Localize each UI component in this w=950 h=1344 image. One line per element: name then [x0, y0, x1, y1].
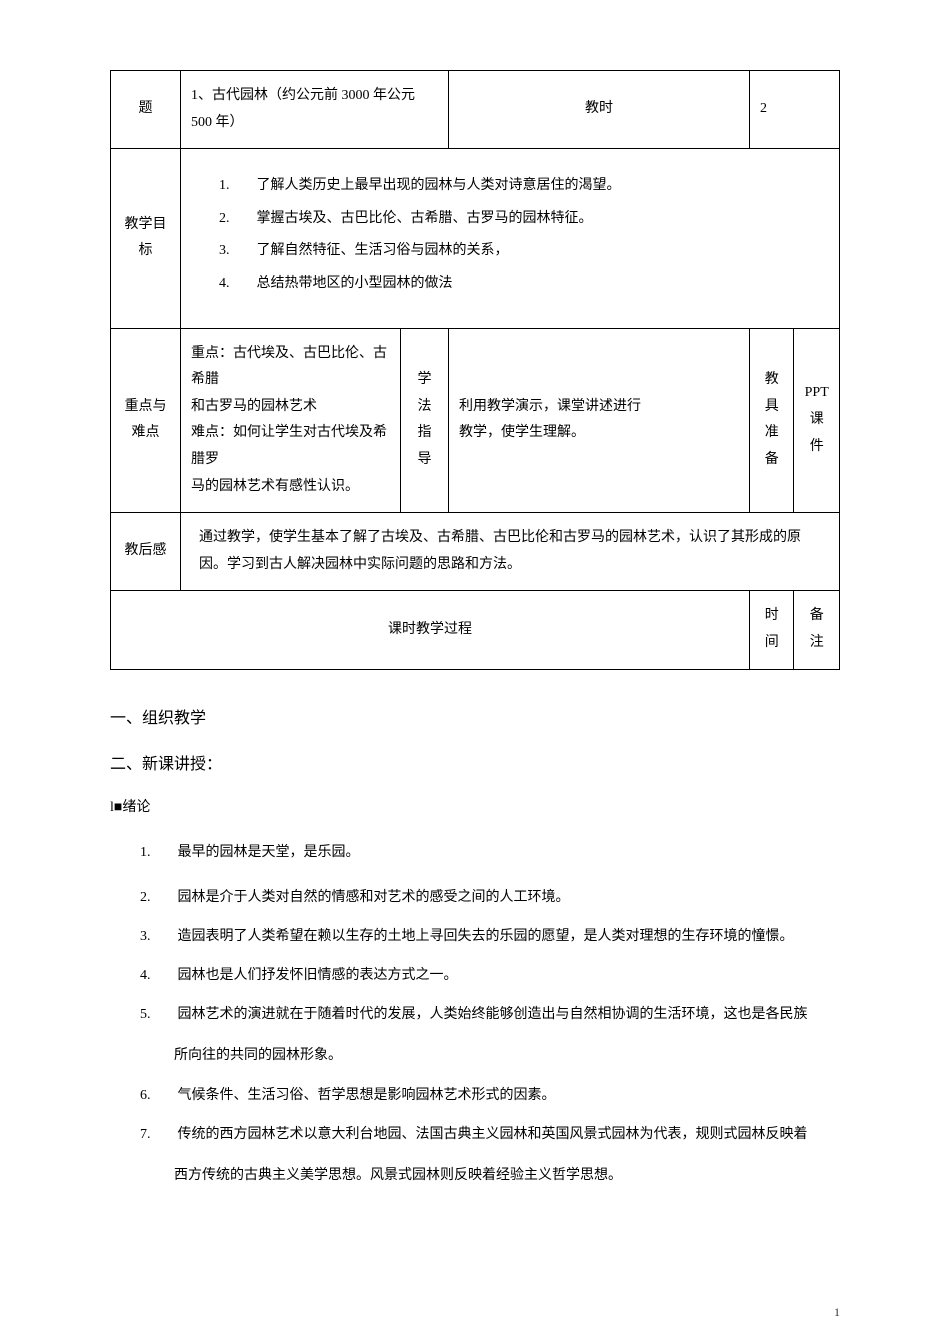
keypoints-label-l1: 重点与 — [121, 394, 170, 421]
list-text: 气候条件、生活习俗、哲学思想是影响园林艺术形式的因素。 — [178, 1088, 556, 1103]
objective-text: 了解人类历史上最早出现的园林与人类对诗意居住的渴望。 — [257, 178, 621, 193]
list-text: 最早的园林是天堂，是乐园。 — [178, 845, 360, 860]
table-row-objectives: 教学目 标 1. 了解人类历史上最早出现的园林与人类对诗意居住的渴望。 2. 掌… — [111, 149, 840, 328]
keypoints-cell: 重点：古代埃及、古巴比伦、古希腊 和古罗马的园林艺术 难点：如何让学生对古代埃及… — [181, 328, 401, 513]
method-text-cell: 利用教学演示，课堂讲述进行 教学，使学生理解。 — [449, 328, 750, 513]
reflection-l1: 通过教学，使学生基本了解了古埃及、古希腊、古巴比伦和古罗马的园林艺术，认识了其形… — [199, 525, 829, 552]
keypoint-l2: 和古罗马的园林艺术 — [191, 394, 390, 421]
objective-num: 3. — [219, 238, 253, 265]
method-label-l1: 学法 — [411, 367, 438, 420]
list-item: 6. 气候条件、生活习俗、哲学思想是影响园林艺术形式的因素。 — [140, 1083, 840, 1108]
objective-item: 1. 了解人类历史上最早出现的园林与人类对诗意居住的渴望。 — [219, 173, 821, 200]
note-label-cell: 备注 — [794, 591, 840, 669]
list-text-cont: 西方传统的古典主义美学思想。风景式园林则反映着经验主义哲学思想。 — [174, 1163, 840, 1188]
page-number: 1 — [834, 1305, 840, 1320]
process-label-cell: 课时教学过程 — [111, 591, 750, 669]
list-num: 7. — [140, 1122, 174, 1147]
list-text-cont: 所向往的共同的园林形象。 — [174, 1043, 840, 1068]
time-label-cell: 时间 — [750, 591, 794, 669]
hours-value-cell: 2 — [750, 71, 840, 149]
list-item: 1. 最早的园林是天堂，是乐园。 — [140, 840, 840, 865]
tool-text-l1: PPT — [804, 380, 829, 407]
tool-label-cell: 教具 准备 — [750, 328, 794, 513]
topic-line1: 1、古代园林（约公元前 3000 年公元 — [191, 83, 438, 110]
objective-item: 2. 掌握古埃及、古巴比伦、古希腊、古罗马的园林特征。 — [219, 206, 821, 233]
list-item: 3. 造园表明了人类希望在赖以生存的土地上寻回失去的乐园的愿望，是人类对理想的生… — [140, 924, 840, 949]
list-text: 传统的西方园林艺术以意大利台地园、法国古典主义园林和英国风景式园林为代表，规则式… — [178, 1127, 808, 1142]
keypoints-label-l2: 难点 — [121, 420, 170, 447]
topic-line2: 500 年） — [191, 110, 438, 137]
list-text: 造园表明了人类希望在赖以生存的土地上寻回失去的乐园的愿望，是人类对理想的生存环境… — [178, 929, 794, 944]
table-row-topic: 题 1、古代园林（约公元前 3000 年公元 500 年） 教时 2 — [111, 71, 840, 149]
tool-label-l1: 教具 — [760, 367, 783, 420]
objective-text: 总结热带地区的小型园林的做法 — [257, 276, 453, 291]
table-row-keypoints: 重点与 难点 重点：古代埃及、古巴比伦、古希腊 和古罗马的园林艺术 难点：如何让… — [111, 328, 840, 513]
reflection-label-cell: 教后感 — [111, 513, 181, 591]
intro-label: l■绪论 — [110, 796, 840, 816]
keypoint-l4: 马的园林艺术有感性认识。 — [191, 474, 390, 501]
content-list: 1. 最早的园林是天堂，是乐园。 2. 园林是介于人类对自然的情感和对艺术的感受… — [140, 840, 840, 1189]
reflection-cell: 通过教学，使学生基本了解了古埃及、古希腊、古巴比伦和古罗马的园林艺术，认识了其形… — [181, 513, 840, 591]
objective-item: 3. 了解自然特征、生活习俗与园林的关系， — [219, 238, 821, 265]
topic-cell: 1、古代园林（约公元前 3000 年公元 500 年） — [181, 71, 449, 149]
hours-label-cell: 教时 — [449, 71, 750, 149]
list-num: 4. — [140, 963, 174, 988]
topic-label-cell: 题 — [111, 71, 181, 149]
list-item: 2. 园林是介于人类对自然的情感和对艺术的感受之间的人工环境。 — [140, 885, 840, 910]
objectives-label-cell: 教学目 标 — [111, 149, 181, 328]
table-row-reflection: 教后感 通过教学，使学生基本了解了古埃及、古希腊、古巴比伦和古罗马的园林艺术，认… — [111, 513, 840, 591]
keypoint-l3: 难点：如何让学生对古代埃及希腊罗 — [191, 420, 390, 473]
method-text-l1: 利用教学演示，课堂讲述进行 — [459, 394, 739, 421]
reflection-l2: 因。学习到古人解决园林中实际问题的思路和方法。 — [199, 552, 829, 579]
section-heading-1: 一、组织教学 — [110, 704, 840, 728]
list-num: 6. — [140, 1083, 174, 1108]
tool-label-l2: 准备 — [760, 420, 783, 473]
tool-text-cell: PPT 课件 — [794, 328, 840, 513]
list-num: 5. — [140, 1002, 174, 1027]
objectives-cell: 1. 了解人类历史上最早出现的园林与人类对诗意居住的渴望。 2. 掌握古埃及、古… — [181, 149, 840, 328]
lesson-plan-table: 题 1、古代园林（约公元前 3000 年公元 500 年） 教时 2 教学目 标… — [110, 70, 840, 670]
section-heading-2: 二、新课讲授： — [110, 750, 840, 774]
list-item: 4. 园林也是人们抒发怀旧情感的表达方式之一。 — [140, 963, 840, 988]
objective-text: 了解自然特征、生活习俗与园林的关系， — [257, 243, 509, 258]
list-text: 园林艺术的演进就在于随着时代的发展，人类始终能够创造出与自然相协调的生活环境，这… — [178, 1007, 808, 1022]
table-row-process: 课时教学过程 时间 备注 — [111, 591, 840, 669]
method-label-l2: 指导 — [411, 420, 438, 473]
objectives-label-l2: 标 — [121, 238, 170, 265]
tool-text-l2: 课件 — [804, 407, 829, 460]
keypoint-l1: 重点：古代埃及、古巴比伦、古希腊 — [191, 341, 390, 394]
objective-text: 掌握古埃及、古巴比伦、古希腊、古罗马的园林特征。 — [257, 211, 593, 226]
list-text: 园林是介于人类对自然的情感和对艺术的感受之间的人工环境。 — [178, 890, 570, 905]
list-num: 2. — [140, 885, 174, 910]
objective-num: 4. — [219, 271, 253, 298]
list-num: 3. — [140, 924, 174, 949]
list-text: 园林也是人们抒发怀旧情感的表达方式之一。 — [178, 968, 458, 983]
objectives-label-l1: 教学目 — [121, 212, 170, 239]
method-text-l2: 教学，使学生理解。 — [459, 420, 739, 447]
list-item: 7. 传统的西方园林艺术以意大利台地园、法国古典主义园林和英国风景式园林为代表，… — [140, 1122, 840, 1188]
method-label-cell: 学法 指导 — [401, 328, 449, 513]
objective-num: 2. — [219, 206, 253, 233]
list-item: 5. 园林艺术的演进就在于随着时代的发展，人类始终能够创造出与自然相协调的生活环… — [140, 1002, 840, 1068]
keypoints-label-cell: 重点与 难点 — [111, 328, 181, 513]
objective-item: 4. 总结热带地区的小型园林的做法 — [219, 271, 821, 298]
list-num: 1. — [140, 840, 174, 865]
objective-num: 1. — [219, 173, 253, 200]
